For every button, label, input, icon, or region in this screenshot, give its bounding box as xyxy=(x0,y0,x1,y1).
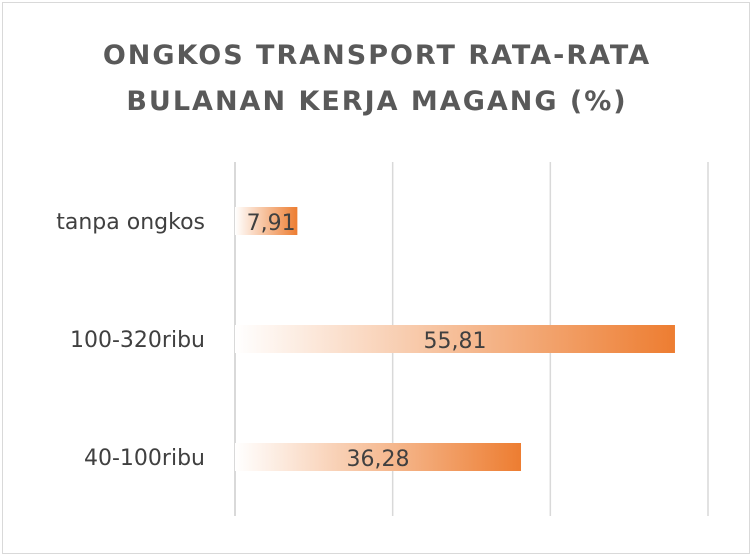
category-label: 100-320ribu xyxy=(70,328,205,353)
bar xyxy=(235,443,522,471)
data-label: 55,81 xyxy=(423,329,486,354)
data-label: 36,28 xyxy=(347,447,410,472)
bar xyxy=(235,207,298,235)
chart-title: ONGKOS TRANSPORT RATA-RATA BULANAN KERJA… xyxy=(0,33,754,125)
data-label: 7,91 xyxy=(247,211,296,236)
bar xyxy=(235,325,675,353)
chart-title-line-1: ONGKOS TRANSPORT RATA-RATA xyxy=(102,40,652,71)
category-label: tanpa ongkos xyxy=(56,210,205,235)
category-label: 40-100ribu xyxy=(84,446,205,471)
chart-title-line-2: BULANAN KERJA MAGANG (%) xyxy=(126,86,628,117)
